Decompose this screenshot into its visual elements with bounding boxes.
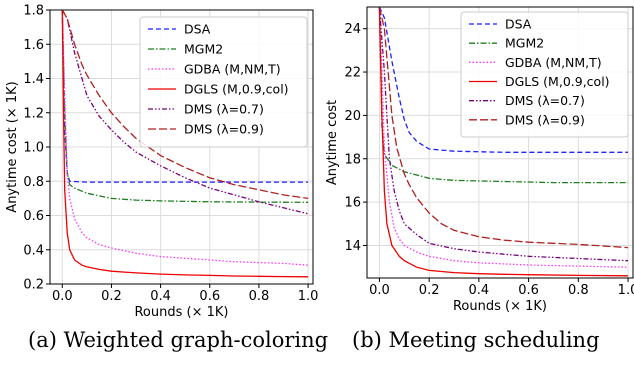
caption-meeting-scheduling: (b) Meeting scheduling [352,328,600,352]
y-axis-label: Anytime cost (× 1K) [5,81,20,212]
y-tick-label: 1.4 [23,72,44,87]
series-line-2 [378,7,629,268]
plot-frame [366,6,634,279]
x-tick-label: 0.6 [199,289,220,304]
series-line-3 [378,7,629,277]
x-tick-label: 0.0 [52,289,73,304]
legend: DSA MGM2 GDBA (M,NM,T) DGLS (M,0.9,col) DMS … [139,16,308,148]
x-axis-label: Rounds (× 1K) [134,305,228,320]
x-tick-label: 1.0 [618,283,634,298]
y-tick-label: 0.4 [23,243,44,258]
y-tick-label: 22 [344,66,361,81]
y-tick-label: 0.8 [23,175,44,190]
y-tick-label: 1.8 [23,4,44,19]
x-tick-label: 1.0 [298,289,319,304]
legend: DSA MGM2 GDBA (M,NM,T) DGLS (M,0.9,col) DMS … [460,11,629,138]
x-tick-label: 0.0 [369,283,390,298]
series-line-4 [378,7,629,262]
x-tick-label: 0.6 [518,283,539,298]
legend-label-4: DMS (λ=0.7) [184,102,264,117]
legend-label-3: DGLS (M,0.9,col) [184,82,289,97]
legend-box [460,11,629,138]
x-tick-label: 0.2 [419,283,440,298]
x-axis-label: Rounds (× 1K) [453,299,547,314]
y-tick-label: 0.2 [23,278,44,293]
x-tick-label: 0.2 [101,289,122,304]
y-tick-label: 20 [344,109,361,124]
y-tick-label: 16 [344,196,361,211]
legend-label-5: DMS (λ=0.9) [505,112,585,127]
legend-label-2: GDBA (M,NM,T) [184,62,281,77]
series-line-3 [61,10,309,278]
y-tick-label: 1.0 [23,141,44,156]
y-tick-label: 1.2 [23,106,44,121]
series-line-4 [61,10,309,215]
series-line-5 [61,10,309,200]
series-line-0 [61,10,309,183]
y-tick-label: 0.6 [23,209,44,224]
series-line-1 [61,10,309,203]
plot-1: 0.0 0.2 0.4 0.6 0.8 1.0 14 16 18 20 22 24 Rounds (× … [325,6,634,314]
legend-label-3: DGLS (M,0.9,col) [505,74,610,89]
legend-label-0: DSA [184,22,211,37]
series-line-5 [378,7,629,249]
series-line-0 [378,7,628,153]
x-tick-label: 0.4 [469,283,490,298]
y-tick-label: 18 [344,152,361,167]
y-tick-label: 14 [344,239,361,254]
legend-label-2: GDBA (M,NM,T) [505,55,602,70]
plot-frame [49,9,314,285]
legend-box [139,16,308,148]
legend-label-0: DSA [505,17,532,32]
legend-label-1: MGM2 [184,42,223,57]
y-tick-label: 1.6 [23,38,44,53]
series-line-1 [378,7,628,184]
x-tick-label: 0.8 [249,289,270,304]
y-axis-label: Anytime cost [325,100,340,185]
x-tick-label: 0.4 [150,289,171,304]
legend-label-5: DMS (λ=0.9) [184,122,264,137]
plot-0: 0.0 0.2 0.4 0.6 0.8 1.0 0.2 0.4 0.6 0.8 1.0 1.2 1.4 1… [5,4,318,321]
caption-weighted-graph-coloring: (a) Weighted graph-coloring [28,328,329,352]
legend-label-1: MGM2 [505,36,544,51]
y-tick-label: 24 [344,22,361,37]
series-line-2 [61,10,309,266]
x-tick-label: 0.8 [568,283,589,298]
legend-label-4: DMS (λ=0.7) [505,93,585,108]
